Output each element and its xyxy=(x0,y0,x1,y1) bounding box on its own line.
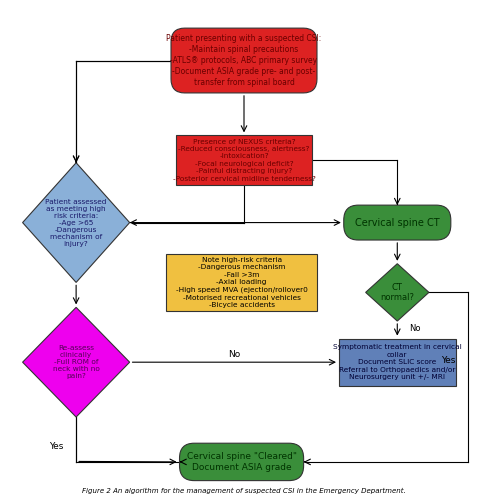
FancyBboxPatch shape xyxy=(180,443,304,480)
Text: Figure 2 An algorithm for the management of suspected CSI in the Emergency Depar: Figure 2 An algorithm for the management… xyxy=(82,488,406,494)
Bar xyxy=(176,136,312,185)
Text: Cervical spine CT: Cervical spine CT xyxy=(355,218,440,228)
FancyBboxPatch shape xyxy=(344,205,451,240)
Polygon shape xyxy=(366,264,429,321)
Text: Re-assess
clinically
-Full ROM of
neck with no
pain?: Re-assess clinically -Full ROM of neck w… xyxy=(53,345,100,379)
Text: Presence of NEXUS criteria?
-Reduced consciousness, alertness?
-Intoxication?
-F: Presence of NEXUS criteria? -Reduced con… xyxy=(173,138,315,182)
Polygon shape xyxy=(22,162,130,282)
FancyBboxPatch shape xyxy=(171,28,317,93)
Text: Cervical spine "Cleared"
Document ASIA grade: Cervical spine "Cleared" Document ASIA g… xyxy=(186,452,297,472)
Bar xyxy=(166,254,317,311)
Text: Patient assessed
as meeting high
risk criteria:
-Age >65
-Dangerous
mechanism of: Patient assessed as meeting high risk cr… xyxy=(45,198,107,246)
Text: Yes: Yes xyxy=(441,356,456,366)
Text: CT
normal?: CT normal? xyxy=(380,282,414,302)
Bar xyxy=(339,338,456,386)
Text: No: No xyxy=(228,350,241,359)
Text: Symptomatic treatment in cervical
collar
Document SLIC score
Referral to Orthopa: Symptomatic treatment in cervical collar… xyxy=(333,344,462,380)
Text: Patient presenting with a suspected CSI:
-Maintain spinal precautions
-ATLS® pro: Patient presenting with a suspected CSI:… xyxy=(166,34,322,87)
Polygon shape xyxy=(22,308,130,417)
Text: Note high-risk criteria
-Dangerous mechanism
-Fall >3m
-Axial loading
-High spee: Note high-risk criteria -Dangerous mecha… xyxy=(176,256,307,308)
Text: No: No xyxy=(409,324,421,333)
Text: Yes: Yes xyxy=(49,442,64,452)
